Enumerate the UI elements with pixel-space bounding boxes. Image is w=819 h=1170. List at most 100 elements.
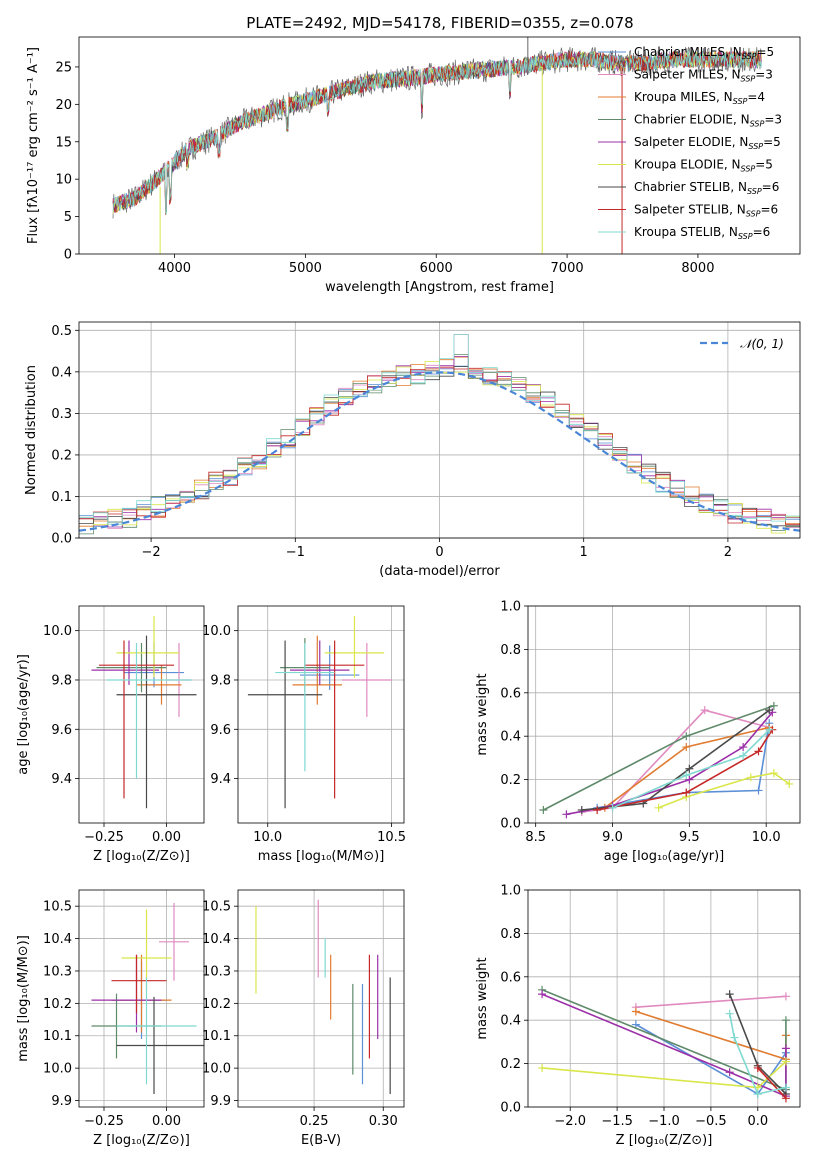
x-tick-label: 8.5 bbox=[525, 830, 546, 845]
weight-marker bbox=[608, 803, 617, 812]
weight-marker bbox=[562, 810, 571, 819]
y-tick-label: 10.4 bbox=[202, 932, 231, 947]
y-tick-label: 9.8 bbox=[51, 673, 72, 688]
y-tick-label: 5 bbox=[64, 210, 72, 225]
y-axis-label: Normed distribution bbox=[24, 365, 39, 495]
x-axis-label: Z [log₁₀(Z/Z⊙)] bbox=[93, 849, 190, 864]
weight-marker bbox=[538, 1063, 547, 1072]
weight-marker bbox=[781, 1016, 790, 1025]
y-tick-label: 0.1 bbox=[51, 490, 72, 505]
x-tick-label: 0.00 bbox=[152, 830, 181, 845]
figure-title: PLATE=2492, MJD=54178, FIBERID=0355, z=0… bbox=[246, 14, 633, 32]
x-tick-label: 9.0 bbox=[602, 830, 623, 845]
weight-marker bbox=[685, 775, 694, 784]
x-tick-label: 10.0 bbox=[752, 830, 781, 845]
weight-marker bbox=[781, 1057, 790, 1066]
x-axis-label: (data-model)/error bbox=[379, 564, 500, 579]
x-axis-label: age [log₁₀(age/yr)] bbox=[604, 849, 725, 864]
weight-marker bbox=[725, 1009, 734, 1018]
weight-series-line bbox=[597, 723, 771, 809]
weight-marker bbox=[769, 769, 778, 778]
y-tick-label: 10.5 bbox=[43, 900, 72, 915]
y-tick-label: 10.0 bbox=[202, 624, 231, 639]
x-tick-label: −0.5 bbox=[695, 1114, 727, 1129]
x-tick-label: 0.0 bbox=[747, 1114, 768, 1129]
y-tick-label: 0.5 bbox=[51, 324, 72, 339]
weight-marker bbox=[781, 1094, 790, 1103]
y-tick-label: 9.9 bbox=[51, 1094, 72, 1109]
y-tick-label: 0.8 bbox=[500, 643, 521, 658]
weight-marker bbox=[725, 990, 734, 999]
y-tick-label: 10.2 bbox=[43, 997, 72, 1012]
mass_vs_ebv-frame bbox=[237, 889, 405, 1108]
hist-series-step bbox=[79, 334, 800, 525]
mass_vs_ebv-axes: 0.25 0.30 9.9 10.0 10.1 10.2 10.3 10.4 10.5 E(B-V… bbox=[202, 890, 404, 1148]
weight-series-line bbox=[597, 729, 773, 811]
legend-label: Salpeter STELIB, NSSP=6 bbox=[634, 203, 778, 219]
y-axis-label: Flux [fλ10⁻¹⁷ erg cm⁻² s⁻¹ A⁻¹] bbox=[26, 47, 41, 244]
residual_hist-axes: −2 −1 0 1 2 0.0 0.1 0.2 0.3 0.4 0.5 (data-model)/er… bbox=[24, 322, 800, 579]
spectrum-frame bbox=[78, 36, 801, 255]
weight_vs_Z-frame bbox=[527, 889, 801, 1108]
y-tick-label: 10.0 bbox=[202, 1062, 231, 1077]
x-tick-label: 8000 bbox=[681, 261, 714, 276]
weight-series-line bbox=[566, 711, 773, 816]
weight-marker bbox=[538, 990, 547, 999]
y-tick-label: 0.2 bbox=[500, 1057, 521, 1072]
x-tick-label: 0.25 bbox=[300, 1114, 329, 1129]
y-axis-label: mass weight bbox=[475, 673, 490, 755]
y-tick-label: 0.4 bbox=[500, 730, 521, 745]
legend-label: 𝒩(0, 1) bbox=[740, 337, 784, 351]
weight-series-line bbox=[635, 995, 786, 1008]
spectrum-series-line bbox=[112, 51, 762, 216]
x-axis-label: mass [log₁₀(M/M⊙)] bbox=[258, 849, 385, 864]
legend-label: Kroupa MILES, NSSP=4 bbox=[634, 90, 765, 106]
spectrum-legend: Chabrier MILES, NSSP=5 Salpeter MILES, NS… bbox=[598, 45, 782, 241]
y-tick-label: 15 bbox=[55, 135, 72, 150]
weight-marker bbox=[754, 786, 763, 795]
y-tick-label: 10.0 bbox=[43, 1062, 72, 1077]
x-tick-label: 1 bbox=[580, 545, 588, 560]
weight-marker bbox=[682, 788, 691, 797]
x-axis-label: Z [log₁₀(Z/Z⊙)] bbox=[616, 1133, 713, 1148]
weight-series-line bbox=[757, 1067, 787, 1099]
weight-marker bbox=[781, 992, 790, 1001]
legend-label: Chabrier MILES, NSSP=5 bbox=[634, 45, 774, 61]
legend-label: Chabrier ELODIE, NSSP=3 bbox=[634, 113, 782, 129]
y-tick-label: 10.5 bbox=[202, 900, 231, 915]
weight_vs_age-axes: 8.5 9.0 9.5 10.0 0.0 0.2 0.4 0.6 0.8 1.0 age [log₁… bbox=[475, 600, 800, 864]
age_vs_mass-axes: 10.0 10.5 9.4 9.6 9.8 10.0 mass [log₁₀(M/M⊙)] bbox=[202, 606, 406, 864]
y-axis-label: mass weight bbox=[475, 957, 490, 1039]
hist-frame bbox=[78, 321, 801, 539]
y-tick-label: 10.0 bbox=[43, 624, 72, 639]
age_vs_mass-frame bbox=[237, 605, 405, 824]
weight-marker bbox=[577, 805, 586, 814]
y-tick-label: 0.2 bbox=[51, 448, 72, 463]
y-tick-label: 10.4 bbox=[43, 932, 72, 947]
weight-marker bbox=[682, 771, 691, 780]
legend-label: Kroupa STELIB, NSSP=6 bbox=[634, 225, 770, 241]
y-tick-label: 9.4 bbox=[210, 772, 231, 787]
weight-marker bbox=[725, 1068, 734, 1077]
mass_vs_Z-axes: −0.25 0.00 9.9 10.0 10.1 10.2 10.3 10.4 10.5 Z [l… bbox=[16, 890, 204, 1148]
y-tick-label: 0.0 bbox=[500, 1101, 521, 1116]
legend-label: Chabrier STELIB, NSSP=6 bbox=[634, 180, 779, 196]
weight-marker bbox=[631, 1020, 640, 1029]
y-tick-label: 0.6 bbox=[500, 686, 521, 701]
x-tick-label: 10.0 bbox=[253, 830, 282, 845]
y-tick-label: 9.8 bbox=[210, 673, 231, 688]
y-tick-label: 0 bbox=[64, 248, 72, 263]
x-axis-label: wavelength [Angstrom, rest frame] bbox=[325, 280, 554, 295]
y-tick-label: 0.4 bbox=[500, 1014, 521, 1029]
y-tick-label: 10.1 bbox=[43, 1029, 72, 1044]
weight_vs_Z-axes: −2.0 −1.5 −1.0 −0.5 0.0 0.0 0.2 0.4 0.6 0.8 1.0 Z [… bbox=[475, 884, 800, 1148]
weight-marker bbox=[746, 773, 755, 782]
x-tick-label: −2.0 bbox=[554, 1114, 586, 1129]
x-axis-label: Z [log₁₀(Z/Z⊙)] bbox=[93, 1133, 190, 1148]
y-tick-label: 0.0 bbox=[51, 532, 72, 547]
weight-marker bbox=[739, 751, 748, 760]
y-tick-label: 9.6 bbox=[51, 723, 72, 738]
y-tick-label: 9.6 bbox=[210, 723, 231, 738]
x-tick-label: −0.25 bbox=[84, 1114, 124, 1129]
weight-marker bbox=[730, 1033, 739, 1042]
